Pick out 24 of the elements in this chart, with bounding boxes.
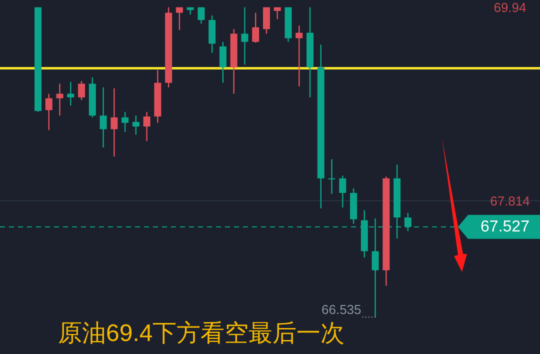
candlestick bbox=[45, 93, 52, 131]
annotation: 66.535 bbox=[322, 302, 362, 318]
candlestick bbox=[67, 81, 74, 106]
candlestick bbox=[110, 88, 118, 158]
candlestick bbox=[252, 12, 260, 44]
candlestick bbox=[56, 83, 64, 116]
candlestick bbox=[122, 111, 129, 133]
candlestick bbox=[198, 6, 205, 24]
candlestick bbox=[143, 111, 150, 142]
y-tick-label: 67.814 bbox=[490, 193, 530, 208]
candlestick bbox=[241, 6, 248, 66]
candlestick bbox=[208, 14, 216, 54]
candlestick bbox=[328, 158, 336, 194]
y-tick-label: 67.527 bbox=[480, 218, 530, 236]
y-tick-label: 69.94 bbox=[494, 0, 526, 15]
candlestick bbox=[176, 6, 183, 31]
candlestick bbox=[132, 114, 140, 136]
annotation: 原油69.4下方看空最后一次 bbox=[58, 320, 345, 347]
candlestick bbox=[100, 86, 107, 148]
candlestick bbox=[262, 6, 270, 34]
candlestick bbox=[339, 175, 346, 208]
candlestick bbox=[78, 80, 86, 101]
candlestick bbox=[219, 41, 226, 84]
candlestick bbox=[296, 24, 303, 88]
